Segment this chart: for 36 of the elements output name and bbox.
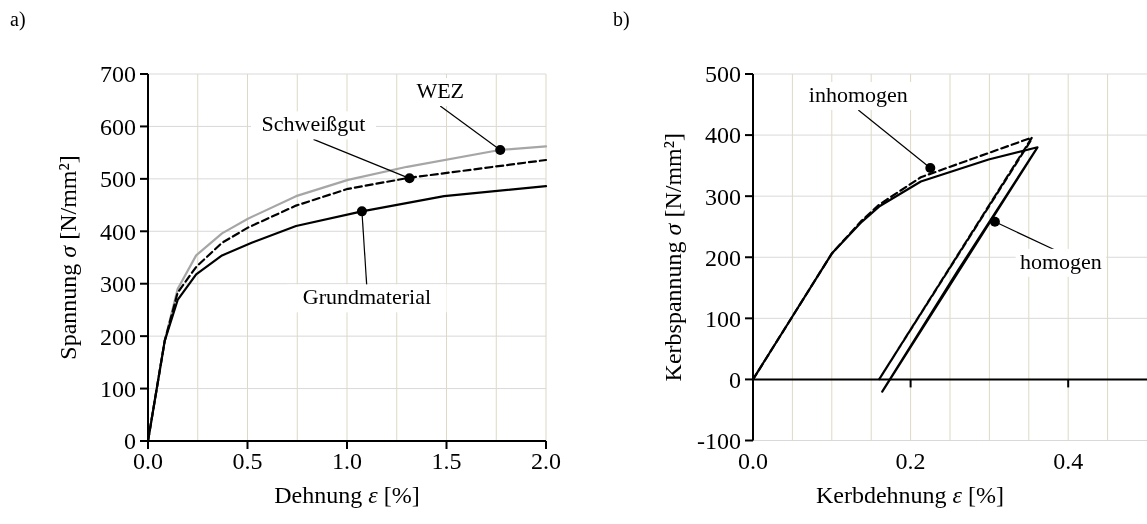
x-axis-title: Dehnung ε [%]	[274, 482, 420, 508]
y-tick-label: 300	[705, 183, 741, 210]
x-tick-label: 0.5	[232, 448, 263, 474]
chart-title: b)	[613, 8, 630, 31]
y-tick-label: 300	[100, 271, 136, 298]
y-tick-label: 0	[729, 366, 741, 393]
y-tick-label: 500	[100, 166, 136, 193]
x-tick-label: 0.0	[738, 447, 768, 474]
x-tick-label: 0.0	[133, 448, 163, 474]
x-tick-label: 2.0	[531, 448, 561, 474]
chart-title: a)	[10, 8, 26, 31]
annotation: inhomogen	[808, 82, 908, 108]
y-tick-label: 0	[124, 428, 136, 455]
x-tick-label: 0.4	[1053, 447, 1084, 474]
y-axis-title: Kerbspannung σ [N/mm²]	[660, 133, 686, 382]
annotation: Grundmaterial	[302, 284, 432, 310]
annotation: WEZ	[416, 78, 465, 104]
y-tick-label: 600	[100, 113, 136, 140]
y-tick-label: 400	[705, 122, 741, 149]
y-tick-label: 500	[705, 61, 741, 88]
y-tick-label: 100	[100, 375, 136, 402]
x-tick-label: 1.0	[332, 448, 362, 474]
y-tick-label: 700	[100, 61, 136, 88]
point	[356, 206, 367, 217]
y-tick-label: 200	[100, 323, 136, 350]
x-tick-label: 1.5	[431, 448, 462, 474]
y-tick-label: -100	[697, 427, 741, 454]
y-tick-label: 400	[100, 218, 136, 245]
y-axis-title: Spannung σ [N/mm²]	[55, 155, 81, 360]
y-tick-label: 200	[705, 244, 741, 271]
annotation: Schweißgut	[261, 111, 366, 137]
x-axis-title: Kerbdehnung ε [%]	[815, 481, 1005, 508]
annotation: homogen	[1019, 248, 1102, 274]
y-tick-label: 100	[705, 305, 741, 332]
x-tick-label: 0.2	[895, 447, 926, 474]
point	[404, 173, 415, 184]
